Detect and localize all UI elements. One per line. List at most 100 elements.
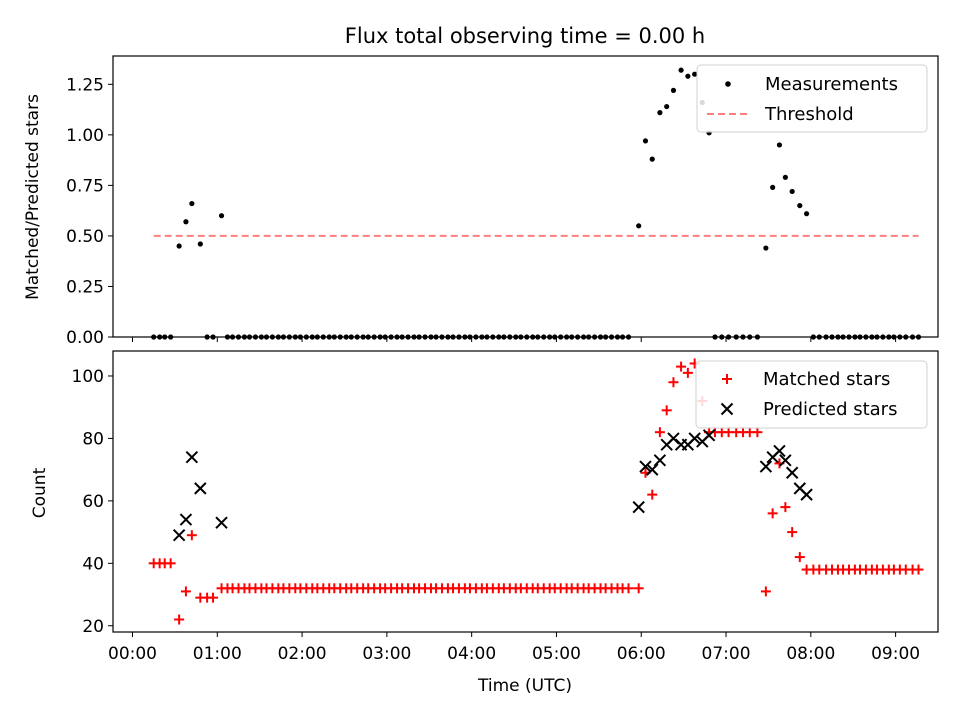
measurement-point	[558, 334, 564, 340]
measurement-point	[382, 334, 388, 340]
measurement-point	[433, 334, 439, 340]
matched-star-point	[165, 558, 176, 569]
bottom-y-axis-label: Count	[30, 467, 50, 518]
measurement-point	[580, 334, 587, 340]
measurement-point	[608, 334, 615, 340]
measurement-point	[886, 334, 892, 340]
measurement-point	[685, 73, 691, 79]
measurement-point	[829, 334, 835, 340]
measurement-point	[343, 334, 349, 340]
measurement-point	[852, 334, 858, 340]
bottom-y-tick-label: 100	[72, 367, 104, 387]
chart-title: Flux total observing time = 0.00 h	[345, 24, 705, 48]
measurement-point	[789, 188, 795, 195]
predicted-star-point-b	[667, 432, 680, 445]
measurement-point	[183, 219, 189, 225]
predicted-star-point-b	[215, 516, 228, 529]
matched-star-point	[647, 489, 658, 500]
measurement-point	[840, 334, 846, 340]
matched-star-point	[676, 361, 687, 372]
predicted-star-point-b	[194, 482, 207, 495]
measurement-point	[320, 334, 326, 340]
legend-plus-glyph	[722, 374, 732, 384]
measurement-point	[197, 241, 203, 247]
measurement-point	[619, 334, 626, 340]
predicted-star-point	[688, 432, 701, 445]
x-tick-label: 04:00	[447, 644, 496, 664]
legend-threshold-label: Threshold	[764, 104, 854, 125]
measurement-point	[692, 71, 698, 77]
measurement-point	[479, 334, 485, 340]
legend-matched-marker	[722, 374, 732, 384]
measurement-point	[456, 334, 462, 340]
measurement-point	[467, 334, 473, 340]
predicted-star-point	[702, 429, 716, 442]
predicted-star-point	[646, 463, 659, 476]
measurement-point	[450, 334, 456, 340]
measurement-point	[348, 334, 354, 340]
measurement-point	[816, 334, 822, 340]
matched-star-point	[661, 405, 672, 416]
measurement-point	[218, 213, 225, 219]
measurement-point	[776, 142, 783, 148]
bottom-y-tick-label: 60	[82, 492, 104, 512]
matched-star-point	[174, 614, 185, 625]
measurement-point	[241, 334, 248, 340]
x-tick-label: 02:00	[278, 644, 327, 664]
matched-star-point	[780, 502, 791, 513]
matched-star-point	[682, 367, 693, 378]
measurement-point	[524, 334, 530, 340]
measurement-point	[204, 334, 210, 340]
measurement-point	[740, 334, 746, 340]
measurement-point	[874, 334, 880, 340]
x-tick-label: 03:00	[362, 644, 411, 664]
measurement-point	[439, 334, 445, 340]
legend-measurements-marker	[725, 81, 731, 87]
top-y-tick-label: 0.00	[66, 328, 104, 348]
measurement-point	[891, 334, 897, 340]
bottom-legend: Matched stars Predicted stars	[695, 360, 928, 429]
matched-star-point	[623, 583, 634, 594]
matched-star-point	[208, 592, 219, 603]
measurement-point	[303, 334, 309, 340]
bottom-axes: 20 40 60 80 100 00:00 01:00 02:00 03:00 04:00 05:0…	[72, 367, 921, 664]
measurement-point	[586, 334, 592, 340]
measurement-point	[823, 334, 829, 340]
measurement-point	[235, 334, 242, 340]
predicted-star-point-b	[179, 513, 193, 526]
measurement-point	[157, 334, 163, 340]
measurement-point	[354, 334, 360, 340]
measurement-point	[258, 334, 264, 340]
bottom-y-tick-label: 40	[82, 554, 104, 574]
measurement-point	[754, 334, 760, 340]
predicted-star-point-b	[779, 454, 792, 467]
measurement-point	[484, 334, 490, 340]
measurement-point	[292, 334, 298, 340]
matched-star-point	[787, 527, 798, 538]
measurement-point	[280, 334, 287, 340]
measurement-point	[642, 138, 649, 144]
measurement-point	[411, 334, 417, 340]
measurement-point	[636, 223, 642, 229]
predicted-star-point	[779, 454, 792, 467]
measurement-point	[535, 334, 541, 340]
x-tick-label: 01:00	[193, 644, 242, 664]
measurement-point	[846, 334, 852, 340]
measurement-point	[428, 334, 434, 340]
measurement-point	[377, 334, 383, 340]
measurement-point	[903, 334, 909, 340]
measurement-point	[897, 334, 903, 340]
top-axes: 0.00 0.25 0.50 0.75 1.00 1.25	[66, 75, 897, 348]
predicted-star-point	[759, 460, 773, 473]
matched-star-point	[913, 564, 924, 575]
measurement-point	[733, 334, 739, 340]
measurement-point	[614, 334, 621, 340]
top-y-tick-label: 0.75	[66, 176, 104, 196]
measurement-point	[603, 334, 609, 340]
measurement-point	[678, 67, 684, 73]
top-y-tick-label: 1.25	[66, 75, 104, 95]
measurement-point	[552, 334, 558, 340]
measurement-point	[501, 334, 507, 340]
predicted-star-point-b	[688, 432, 701, 445]
